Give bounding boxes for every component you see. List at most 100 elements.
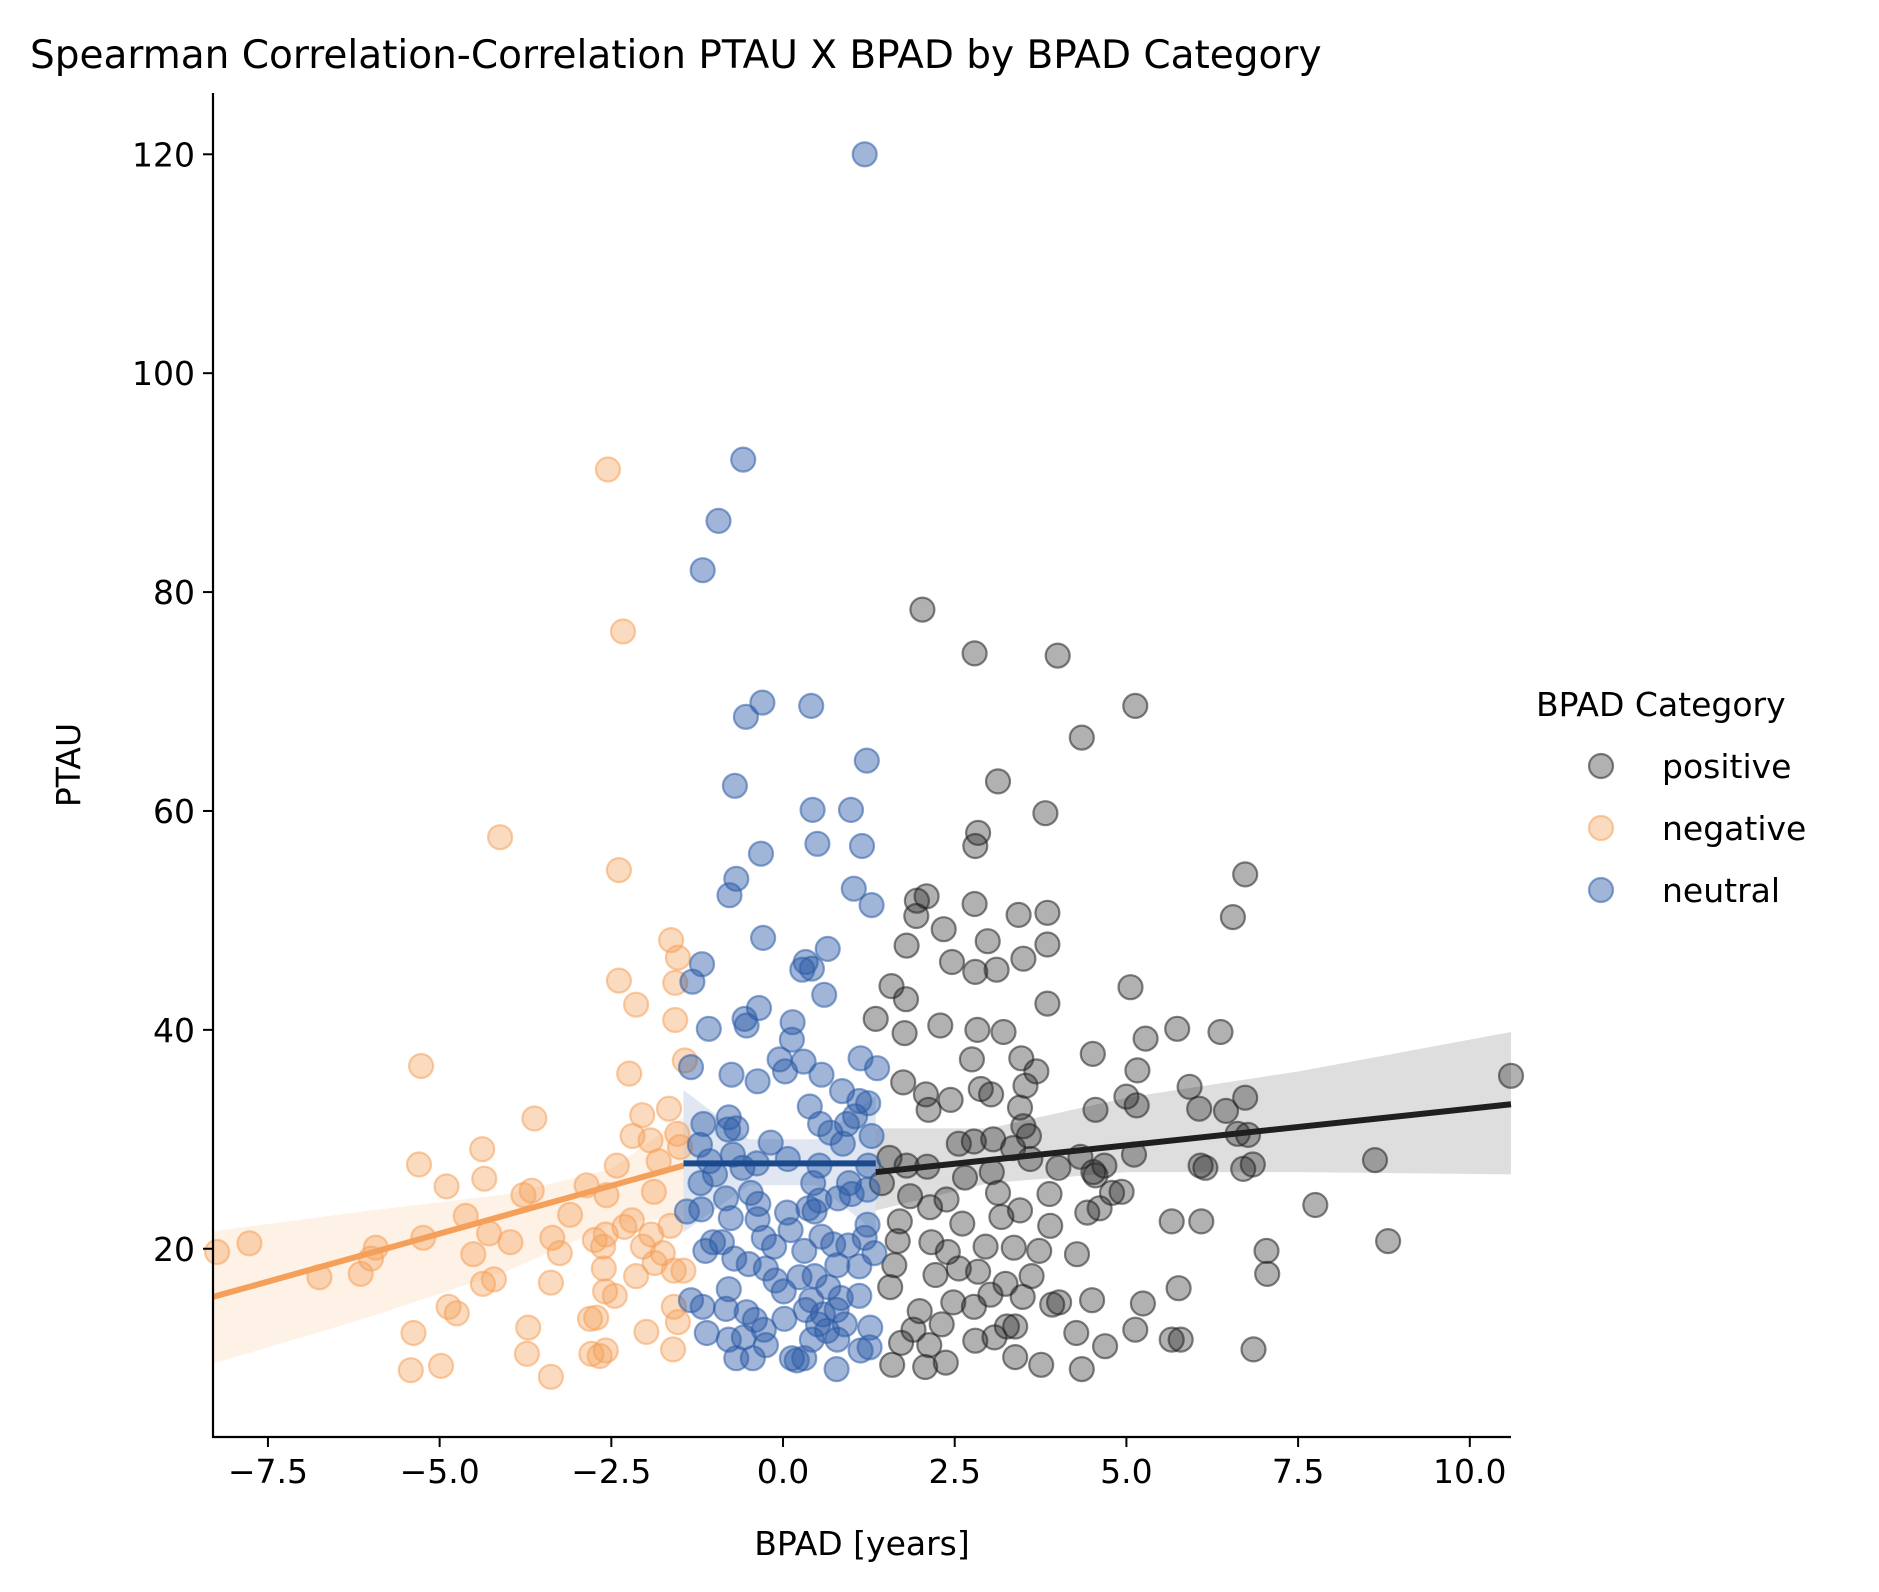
point-negative [662, 1006, 689, 1034]
point-positive [1079, 1040, 1106, 1068]
point-negative [556, 1201, 584, 1228]
point-neutral [718, 1061, 745, 1088]
point-positive [972, 1233, 999, 1260]
axes [211, 93, 1511, 1439]
point-positive [960, 1293, 988, 1320]
point-negative [204, 1238, 231, 1266]
point-neutral [692, 1237, 719, 1265]
point-neutral [705, 507, 732, 535]
point-neutral [813, 1317, 841, 1344]
point-positive [1028, 1351, 1055, 1378]
point-neutral [689, 557, 716, 584]
point-positive [945, 1255, 972, 1282]
point-negative [622, 991, 650, 1018]
point-positive [1034, 899, 1061, 926]
point-positive [881, 1252, 908, 1279]
point-positive [933, 1186, 960, 1213]
point-positive [1165, 1275, 1192, 1302]
point-neutral [687, 1169, 714, 1197]
point-positive [1240, 1336, 1267, 1363]
point-neutral [848, 832, 876, 860]
point-neutral [739, 1345, 766, 1372]
point-positive [949, 1210, 976, 1237]
point-negative [400, 1319, 427, 1347]
point-positive [877, 1273, 904, 1301]
point-negative [347, 1260, 374, 1288]
point-neutral [695, 1015, 722, 1042]
legend-label-neutral: neutral [1662, 871, 1780, 910]
y-tick-label: 100 [132, 354, 195, 393]
point-positive [1302, 1191, 1329, 1219]
point-positive [912, 1353, 939, 1381]
point-negative [641, 1249, 668, 1277]
point-positive [1158, 1326, 1185, 1353]
point-negative [619, 1122, 646, 1150]
point-positive [1158, 1208, 1185, 1235]
point-positive [1254, 1260, 1281, 1288]
x-tick-label: 5.0 [1100, 1452, 1152, 1491]
point-positive [937, 1086, 964, 1114]
legend: BPAD Category positive negative neutral [1536, 685, 1806, 910]
point-neutral [858, 1122, 885, 1150]
point-positive [916, 1194, 944, 1221]
point-positive [930, 916, 957, 943]
point-positive [1232, 1084, 1259, 1111]
point-positive [1108, 1178, 1135, 1205]
point-positive [977, 1081, 1005, 1108]
point-neutral [749, 689, 776, 716]
point-positive [1005, 901, 1032, 929]
point-negative [664, 1308, 692, 1336]
point-neutral [688, 1196, 715, 1223]
point-positive [940, 1289, 967, 1316]
point-positive [1232, 861, 1259, 888]
point-positive [951, 1164, 979, 1191]
point-positive [938, 948, 966, 976]
point-negative [633, 1318, 660, 1346]
point-positive [1374, 1227, 1402, 1255]
point-negative [660, 1257, 687, 1284]
x-tick-label: 7.5 [1272, 1452, 1324, 1491]
y-axis-ticks: 20 40 60 80 100 120 [132, 135, 213, 1269]
x-tick-label: 10.0 [1433, 1452, 1506, 1491]
point-neutral [690, 1110, 717, 1138]
point-neutral [854, 1176, 881, 1203]
point-positive [909, 596, 936, 623]
point-positive [1239, 1151, 1266, 1178]
point-neutral [823, 1355, 850, 1383]
point-positive [1188, 1208, 1215, 1235]
x-tick-label: −7.5 [228, 1452, 308, 1491]
point-negative [427, 1352, 455, 1380]
point-positive [1192, 1154, 1219, 1181]
point-positive [1068, 1355, 1095, 1383]
point-positive [1091, 1333, 1119, 1360]
point-positive [1034, 990, 1061, 1017]
point-positive [916, 1331, 943, 1359]
point-negative [487, 824, 514, 851]
point-positive [1063, 1319, 1090, 1347]
y-tick-label: 120 [132, 135, 195, 174]
point-positive [891, 1019, 918, 1047]
point-neutral [853, 747, 880, 774]
point-positive [964, 1258, 992, 1285]
point-positive [983, 956, 1010, 983]
point-positive [1117, 974, 1144, 1001]
point-positive [974, 928, 1001, 955]
point-neutral [863, 1055, 891, 1082]
point-negative [618, 1207, 646, 1234]
point-positive [1036, 1180, 1063, 1208]
point-neutral [750, 1224, 777, 1251]
point-neutral [811, 981, 838, 1008]
point-positive [1091, 1152, 1118, 1179]
x-axis-label: BPAD [years] [754, 1524, 969, 1563]
point-neutral [846, 1087, 873, 1115]
point-positive [1176, 1073, 1203, 1100]
point-neutral [798, 692, 825, 720]
point-positive [1361, 1146, 1389, 1174]
ci-band-positive [875, 1032, 1511, 1211]
point-neutral [760, 1233, 788, 1260]
point-neutral [757, 1129, 784, 1156]
point-neutral [778, 1026, 806, 1053]
point-neutral [723, 865, 750, 892]
point-neutral [858, 891, 885, 919]
point-neutral [712, 1185, 740, 1212]
